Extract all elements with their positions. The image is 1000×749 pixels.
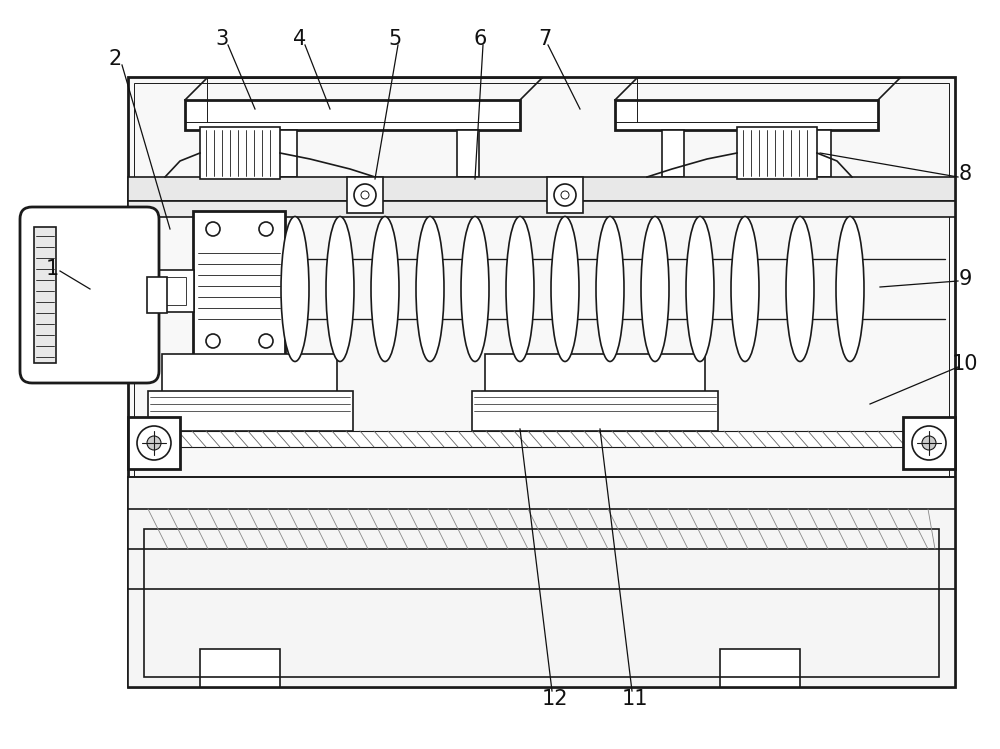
Bar [547, 177, 583, 213]
Text: 6: 6 [473, 29, 487, 49]
Bar [737, 127, 817, 179]
Circle shape [137, 426, 171, 460]
Ellipse shape [416, 216, 444, 362]
Bar [472, 391, 718, 431]
Bar [148, 391, 353, 431]
Circle shape [922, 436, 936, 450]
Ellipse shape [281, 216, 309, 362]
Circle shape [206, 222, 220, 236]
Bar [200, 649, 280, 687]
Bar [662, 130, 684, 177]
Text: 5: 5 [388, 29, 402, 49]
Text: 3: 3 [215, 29, 229, 49]
Bar [134, 83, 949, 681]
Circle shape [259, 222, 273, 236]
Text: 10: 10 [952, 354, 978, 374]
Circle shape [354, 184, 376, 206]
Ellipse shape [506, 216, 534, 362]
Ellipse shape [371, 216, 399, 362]
Bar [903, 417, 955, 469]
Ellipse shape [461, 216, 489, 362]
Bar [162, 354, 337, 392]
Bar [347, 177, 383, 213]
Bar [128, 201, 955, 217]
Bar [148, 431, 935, 447]
Bar [185, 100, 520, 130]
Text: 2: 2 [108, 49, 122, 69]
Bar [200, 127, 280, 179]
Bar [160, 277, 186, 305]
Text: 7: 7 [538, 29, 552, 49]
Circle shape [554, 184, 576, 206]
Bar [457, 130, 479, 177]
Ellipse shape [551, 216, 579, 362]
Text: 1: 1 [45, 259, 59, 279]
Bar [615, 100, 878, 130]
Ellipse shape [596, 216, 624, 362]
Ellipse shape [686, 216, 714, 362]
Circle shape [361, 191, 369, 199]
Bar [144, 529, 939, 677]
Circle shape [561, 191, 569, 199]
Bar [34, 227, 56, 363]
Text: 11: 11 [622, 689, 648, 709]
FancyBboxPatch shape [20, 207, 159, 383]
Ellipse shape [836, 216, 864, 362]
Bar [128, 77, 955, 687]
Circle shape [912, 426, 946, 460]
Text: 9: 9 [958, 269, 972, 289]
Bar [485, 354, 705, 392]
Text: 8: 8 [958, 164, 972, 184]
Ellipse shape [641, 216, 669, 362]
Text: 4: 4 [293, 29, 307, 49]
Circle shape [147, 436, 161, 450]
Circle shape [259, 334, 273, 348]
Bar [152, 270, 194, 312]
Ellipse shape [326, 216, 354, 362]
Bar [720, 649, 800, 687]
Bar [128, 417, 180, 469]
Bar [128, 177, 955, 201]
Bar [147, 277, 167, 313]
Circle shape [206, 334, 220, 348]
Bar [128, 477, 955, 687]
Bar [275, 130, 297, 177]
Ellipse shape [786, 216, 814, 362]
Bar [809, 130, 831, 177]
Bar [193, 211, 285, 359]
Ellipse shape [731, 216, 759, 362]
Text: 12: 12 [542, 689, 568, 709]
